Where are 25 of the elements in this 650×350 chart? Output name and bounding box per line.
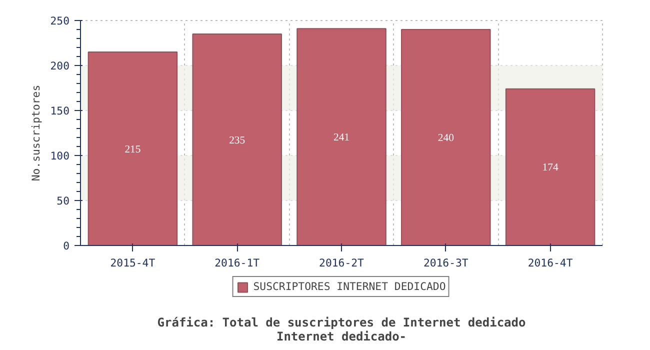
y-tick-label: 100: [50, 150, 70, 162]
data-label: 235: [229, 135, 246, 146]
x-tick-label: 2016-3T: [423, 256, 469, 270]
y-tick-label: 50: [56, 194, 70, 208]
text: Gráfica: Total de suscriptores de Internet dedicado: [157, 316, 526, 330]
data-label: 240: [438, 133, 454, 144]
bar: [296, 28, 386, 246]
x-tick-label: 2016-2T: [319, 256, 365, 270]
y-axis-title: No.suscriptores: [29, 84, 42, 182]
bar: [505, 88, 596, 246]
legend-label: SUSCRIPTORES INTERNET DEDICADO: [253, 280, 446, 293]
x-tick-label: 2016-4T: [528, 256, 574, 270]
x-tick-label: 2016-1T: [214, 256, 260, 270]
bar: [401, 29, 491, 246]
y-tick-label: 0: [63, 240, 70, 252]
data-label: 241: [334, 132, 350, 144]
data-label: 174: [542, 162, 559, 174]
data-label: 215: [124, 144, 141, 156]
y-tick-label: 200: [50, 60, 70, 72]
text: Internet dedicado-: [276, 330, 407, 344]
x-tick-label: 2015-4T: [110, 256, 156, 270]
y-tick-label: 150: [50, 104, 70, 118]
y-tick-label: 250: [50, 14, 70, 28]
bar: [192, 34, 282, 246]
bar: [88, 52, 178, 246]
